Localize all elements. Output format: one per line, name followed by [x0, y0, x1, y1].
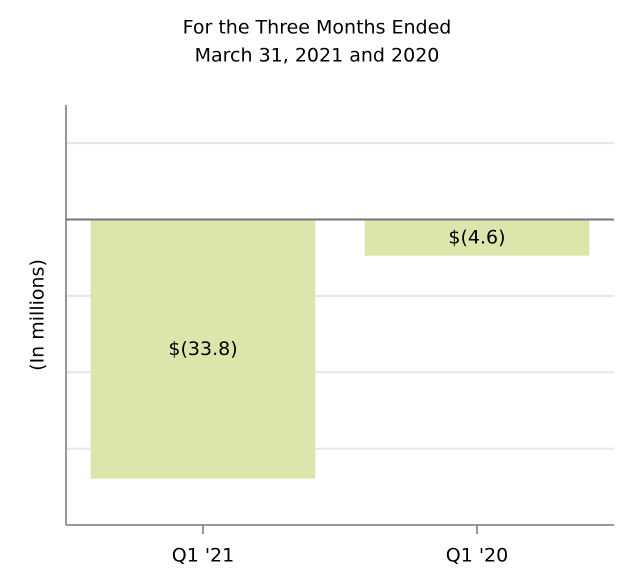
data-label: $(4.6) [448, 227, 505, 249]
data-label: $(33.8) [168, 338, 237, 360]
chart-title: For the Three Months Ended [183, 17, 452, 39]
x-tick-label: Q1 '21 [172, 545, 234, 567]
x-tick-label: Q1 '20 [446, 545, 508, 567]
bar [90, 220, 316, 479]
y-axis-label: (In millions) [27, 259, 49, 371]
bar [364, 220, 590, 256]
chart-title: March 31, 2021 and 2020 [195, 45, 440, 67]
